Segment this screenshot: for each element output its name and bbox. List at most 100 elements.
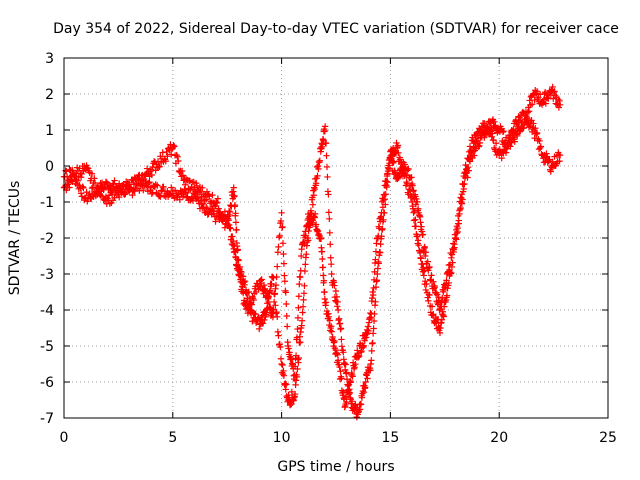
trace-marker	[430, 278, 437, 285]
trace-marker	[428, 303, 436, 310]
trace-marker	[384, 178, 391, 186]
trace-marker	[285, 345, 292, 352]
trace-marker	[293, 334, 301, 341]
trace-marker	[281, 272, 288, 279]
trace-marker	[308, 210, 315, 218]
trace-marker	[453, 229, 461, 237]
trace-marker	[309, 201, 317, 208]
trace-marker	[533, 88, 541, 95]
trace-marker	[424, 258, 431, 265]
y-tick-label: -6	[40, 375, 54, 391]
trace-marker	[282, 380, 289, 387]
data-point	[422, 252, 429, 260]
trace-marker	[280, 260, 288, 267]
trace-marker	[375, 260, 382, 267]
trace-marker	[74, 177, 82, 185]
trace-marker	[320, 277, 328, 284]
trace-marker	[305, 227, 312, 235]
trace-marker	[448, 254, 455, 262]
trace-marker	[351, 364, 358, 371]
trace-marker	[258, 276, 265, 283]
trace-marker	[228, 240, 236, 248]
trace-marker	[275, 243, 282, 251]
trace-marker	[231, 201, 239, 209]
trace-marker	[545, 157, 552, 164]
trace-marker	[234, 256, 241, 263]
data-point	[328, 328, 335, 335]
trace-marker	[410, 217, 418, 224]
trace-marker	[275, 234, 283, 241]
trace-marker	[199, 200, 207, 208]
trace-marker	[174, 153, 181, 160]
data-point	[234, 263, 242, 270]
trace-marker	[316, 157, 324, 164]
trace-marker	[277, 343, 284, 351]
trace-marker	[327, 254, 334, 261]
trace-marker	[382, 201, 389, 208]
trace-marker	[65, 177, 72, 184]
trace-marker	[499, 128, 507, 136]
trace-marker	[378, 233, 385, 240]
trace-marker	[127, 184, 135, 191]
trace-marker	[156, 163, 163, 170]
trace-marker	[338, 375, 345, 382]
trace-marker	[270, 274, 277, 281]
trace-marker	[454, 224, 461, 232]
trace-marker	[317, 235, 325, 242]
trace-marker	[537, 144, 544, 152]
trace-marker	[365, 327, 372, 335]
x-tick-label: 25	[599, 430, 617, 446]
trace-marker	[510, 126, 517, 133]
x-tick-label: 5	[168, 430, 177, 446]
trace-marker	[298, 317, 306, 324]
trace-marker	[239, 283, 246, 291]
y-tick-label: 0	[45, 159, 54, 175]
trace-marker	[503, 145, 510, 153]
trace-marker	[444, 285, 451, 292]
trace-marker	[333, 293, 340, 301]
trace-marker	[199, 184, 206, 191]
trace-marker	[334, 351, 341, 358]
trace-marker	[371, 310, 378, 318]
trace-marker	[78, 170, 86, 178]
trace-marker	[143, 183, 151, 190]
trace-marker	[323, 163, 331, 171]
x-tick-label: 10	[273, 430, 291, 446]
data-point	[556, 101, 564, 108]
trace-marker	[457, 194, 464, 201]
trace-marker	[352, 360, 359, 368]
trace-marker	[224, 215, 232, 222]
trace-marker	[268, 280, 275, 288]
trace-marker	[264, 305, 271, 312]
trace-marker	[481, 134, 488, 141]
trace-marker	[231, 192, 238, 200]
trace-marker	[148, 190, 156, 198]
trace-marker	[492, 140, 500, 147]
trace-marker	[77, 190, 85, 197]
trace-marker	[64, 177, 72, 185]
trace-marker	[270, 298, 278, 306]
trace-marker	[229, 233, 236, 240]
trace-marker	[294, 325, 301, 333]
trace-marker	[426, 291, 433, 299]
x-tick-label: 15	[381, 430, 399, 446]
trace-marker	[533, 130, 540, 138]
trace-marker	[422, 286, 430, 294]
trace-marker	[514, 123, 522, 130]
trace-marker	[431, 283, 439, 291]
y-tick-label: 1	[45, 123, 54, 139]
y-tick-label: 2	[45, 87, 54, 103]
trace-marker	[445, 279, 453, 287]
trace-marker	[288, 400, 295, 408]
trace-marker	[326, 215, 333, 223]
trace-marker	[66, 184, 73, 191]
trace-marker	[433, 291, 441, 298]
trace-marker	[241, 277, 249, 285]
trace-marker	[462, 161, 469, 169]
trace-marker	[168, 151, 175, 158]
trace-marker	[476, 139, 484, 147]
trace-marker	[500, 128, 507, 135]
trace-marker	[249, 293, 256, 300]
trace-marker	[395, 149, 402, 157]
